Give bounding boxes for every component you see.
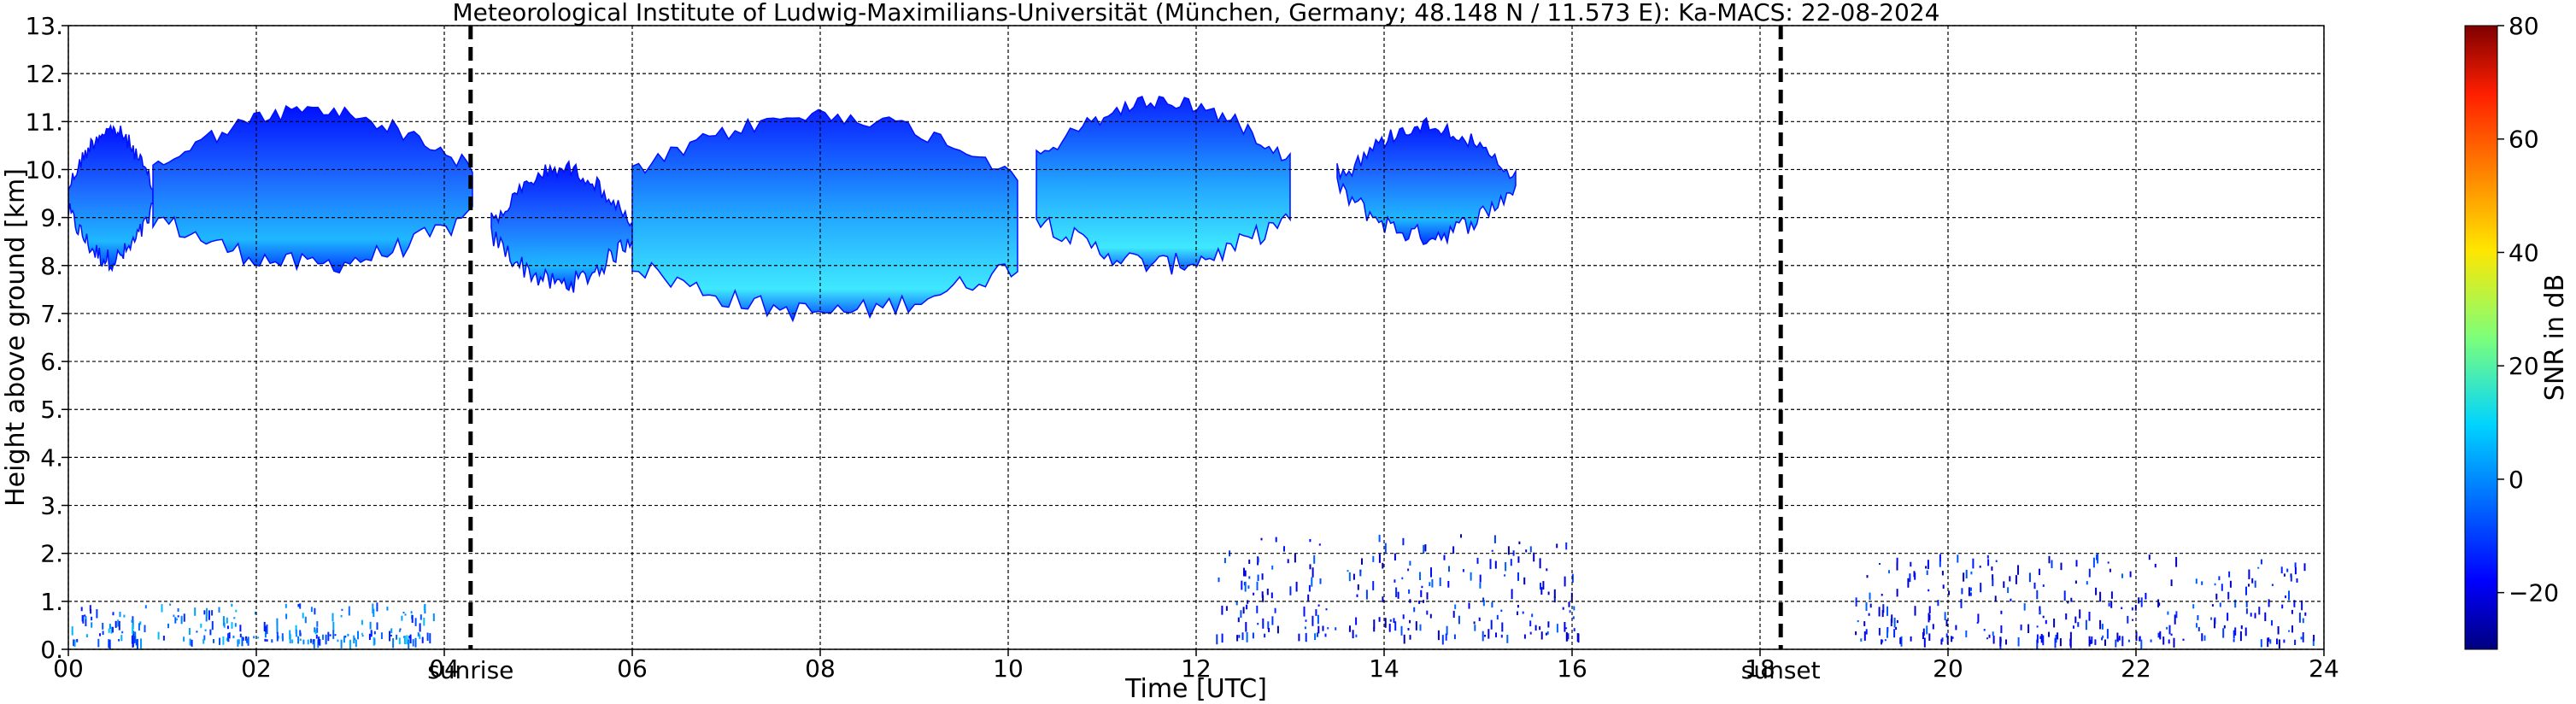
cloud-layer xyxy=(1036,96,1291,275)
x-axis-ticks: 00 02 04 06 08 10 12 14 16 18 20 22 24 xyxy=(53,649,2339,683)
y-tick-label: 6. xyxy=(40,348,63,376)
y-tick-label: 10. xyxy=(25,155,63,184)
x-tick-label: 10 xyxy=(993,654,1024,683)
x-tick-label: 24 xyxy=(2309,654,2339,683)
sun-event-label: sunset xyxy=(1741,656,1821,684)
colorbar-tick-label: 0 xyxy=(2509,466,2524,494)
colorbar-ticks: −20 0 20 40 60 80 xyxy=(2497,12,2559,607)
y-tick-label: 9. xyxy=(40,204,63,232)
colorbar-tick-label: −20 xyxy=(2509,579,2559,607)
x-tick-label: 22 xyxy=(2121,654,2151,683)
x-tick-label: 14 xyxy=(1369,654,1399,683)
x-tick-label: 12 xyxy=(1181,654,1212,683)
low-level-echo xyxy=(71,602,435,649)
colorbar: −20 0 20 40 60 80 SNR in dB xyxy=(2464,12,2570,650)
cloud-layer xyxy=(1336,116,1517,246)
y-tick-label: 3. xyxy=(40,492,63,520)
x-tick-label: 20 xyxy=(1933,654,1963,683)
y-tick-label: 1. xyxy=(40,588,63,616)
colorbar-tick-label: 40 xyxy=(2509,238,2539,267)
x-tick-label: 04 xyxy=(429,654,460,683)
y-tick-label: 5. xyxy=(40,396,63,424)
chart-title: Meteorological Institute of Ludwig-Maxim… xyxy=(452,0,1939,26)
cloud-layer xyxy=(490,159,633,293)
low-level-echo xyxy=(1855,554,2315,649)
sun-event-labels: sunrise sunset xyxy=(427,656,1820,684)
y-tick-label: 0. xyxy=(40,636,63,664)
x-tick-label: 16 xyxy=(1557,654,1587,683)
y-tick-label: 8. xyxy=(40,252,63,280)
colorbar-tick-label: 80 xyxy=(2509,12,2539,40)
colorbar-tick-label: 20 xyxy=(2509,352,2539,380)
x-tick-label: 02 xyxy=(241,654,272,683)
cloud-layer xyxy=(631,109,1018,323)
y-tick-label: 11. xyxy=(25,108,63,136)
y-axis-label: Height above ground [km] xyxy=(1,168,31,507)
y-tick-label: 12. xyxy=(25,60,63,88)
cloud-layer xyxy=(68,123,154,273)
y-tick-label: 7. xyxy=(40,300,63,328)
x-axis-label: Time [UTC] xyxy=(1124,674,1267,704)
sun-event-label: sunrise xyxy=(427,656,513,684)
colorbar-label: SNR in dB xyxy=(2540,274,2570,401)
y-tick-label: 4. xyxy=(40,443,63,472)
x-tick-label: 00 xyxy=(53,654,84,683)
cloud-layer xyxy=(152,104,473,274)
x-tick-label: 08 xyxy=(805,654,836,683)
x-tick-label: 06 xyxy=(617,654,648,683)
y-axis-ticks: 0. 1. 2. 3. 4. 5. 6. 7. 8. 9. 10. 11. 12. 13. xyxy=(25,12,68,664)
x-tick-label: 18 xyxy=(1745,654,1775,683)
sun-event-lines xyxy=(468,26,1783,649)
colorbar-tick-label: 60 xyxy=(2509,126,2539,154)
y-tick-label: 13. xyxy=(25,12,63,40)
radar-echoes xyxy=(68,96,2315,649)
low-level-echo xyxy=(1216,534,1580,645)
y-tick-label: 2. xyxy=(40,540,63,568)
colorbar-scale xyxy=(2464,25,2498,650)
